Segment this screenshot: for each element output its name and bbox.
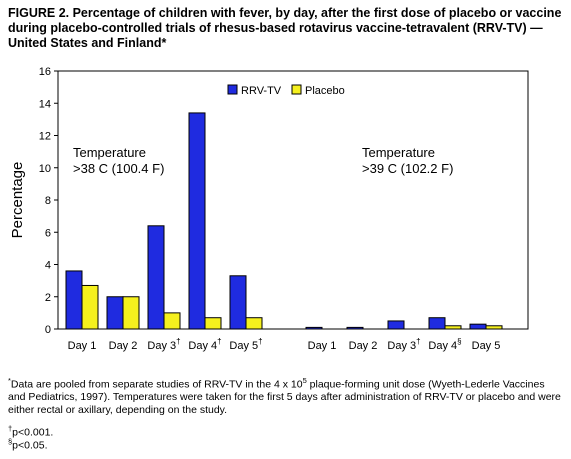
x-tick-label: Day 1 xyxy=(308,340,337,352)
annotation-line: Temperature xyxy=(73,145,146,160)
bar-placebo-g1-day-1 xyxy=(81,284,99,330)
bar-rrv-tv-g2-day-2 xyxy=(346,326,364,330)
bar-rrv-tv-g1-day-2 xyxy=(106,296,124,330)
x-tick-label: Day 4† xyxy=(188,337,221,352)
legend-label: Placebo xyxy=(305,85,345,97)
bar-placebo-g2-day-5 xyxy=(485,325,503,330)
y-tick-label: 6 xyxy=(45,227,51,239)
annotation-line: >39 C (102.2 F) xyxy=(362,161,453,176)
bar-placebo-g1-day-2 xyxy=(122,296,140,330)
x-tick-label: Day 5 xyxy=(472,340,501,352)
legend-swatch-rrv-tv xyxy=(227,84,238,95)
y-tick-label: 14 xyxy=(39,98,51,110)
data-footnote: *Data are pooled from separate studies o… xyxy=(8,376,561,416)
legend-swatch-placebo xyxy=(291,84,302,95)
x-tick-label: Day 2 xyxy=(349,340,378,352)
y-tick-label: 16 xyxy=(39,66,51,78)
chart-axes xyxy=(54,70,529,330)
x-tick-label: Day 1 xyxy=(68,340,97,352)
bar-rrv-tv-g2-day-4 xyxy=(428,317,446,330)
bar-placebo-g1-day-3 xyxy=(163,312,181,330)
bar-rrv-tv-g2-day-3 xyxy=(387,320,405,330)
x-tick-label: Day 5† xyxy=(229,337,262,352)
y-tick-label: 8 xyxy=(45,195,51,207)
bar-placebo-g1-day-4 xyxy=(204,317,222,330)
y-tick-label: 12 xyxy=(39,131,51,143)
y-tick-label: 4 xyxy=(45,260,51,272)
bar-placebo-g2-day-4 xyxy=(444,325,462,330)
bar-chart: 0 2 4 6 8 10 12 14 16 Percentage Day 1 Day 2 Day 3† D… xyxy=(9,66,529,352)
bar-placebo-g1-day-5 xyxy=(245,317,263,330)
x-tick-label: Day 3† xyxy=(147,337,180,352)
x-tick-label: Day 2 xyxy=(109,340,138,352)
chart-bars xyxy=(65,112,503,330)
y-tick-label: 0 xyxy=(45,324,51,336)
bar-rrv-tv-g1-day-3 xyxy=(147,225,165,330)
figure-title: FIGURE 2. Percentage of children with fe… xyxy=(8,6,562,50)
bar-rrv-tv-g1-day-4 xyxy=(188,112,206,330)
chart-labels: 0 2 4 6 8 10 12 14 16 Percentage Day 1 Day 2 Day 3† D… xyxy=(9,66,500,352)
chart-legend: RRV-TV Placebo xyxy=(227,84,345,97)
y-axis-title: Percentage xyxy=(9,162,26,239)
footnote-p005: §p<0.05. xyxy=(8,437,48,452)
y-tick-label: 2 xyxy=(45,292,51,304)
bar-rrv-tv-g2-day-1 xyxy=(305,326,323,330)
plot-frame xyxy=(57,70,529,330)
bar-rrv-tv-g1-day-1 xyxy=(65,270,83,330)
bar-rrv-tv-g1-day-5 xyxy=(229,275,247,330)
footnote-p001: †p<0.001. xyxy=(8,424,54,439)
y-tick-label: 10 xyxy=(39,163,51,175)
annotation-line: >38 C (100.4 F) xyxy=(73,161,164,176)
annotation-line: Temperature xyxy=(362,145,435,160)
x-tick-label: Day 3† xyxy=(387,337,420,352)
x-tick-label: Day 4§ xyxy=(428,337,461,352)
legend-label: RRV-TV xyxy=(241,85,282,97)
bar-rrv-tv-g2-day-5 xyxy=(469,323,487,330)
